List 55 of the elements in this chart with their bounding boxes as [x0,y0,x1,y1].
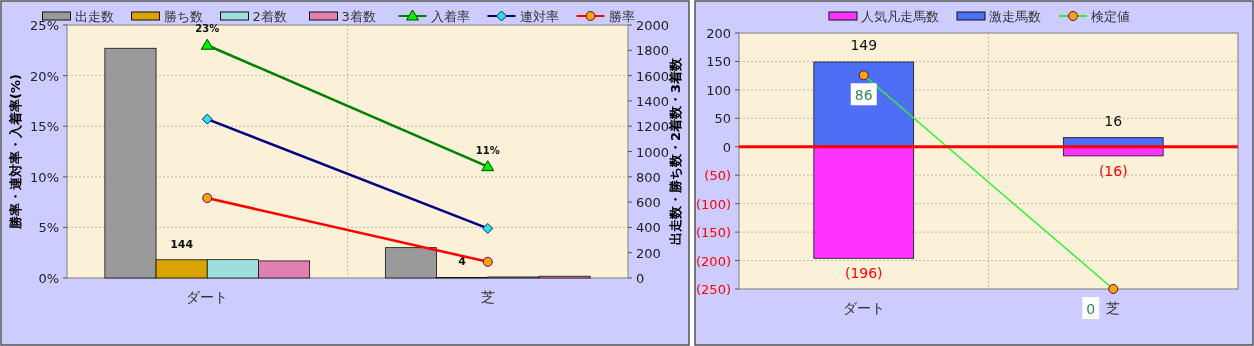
y-tick-label: 150 [706,54,731,70]
data-label: (196) [844,265,883,282]
y-tick-label: 50 [714,111,731,127]
y2-tick-label: 400 [636,220,661,236]
legend-label: 人気凡走馬数 [861,9,939,24]
x-tick-label: 芝 [1106,300,1121,316]
y2-tick-label: 1600 [636,68,670,84]
y-tick-label: 5% [38,220,59,236]
x-tick-label: ダート [842,300,885,316]
y-tick-label: 15% [30,119,59,135]
x-tick-label: ダート [186,289,229,305]
data-label: 11% [475,144,500,156]
y-tick-label: 25% [30,18,59,33]
data-label: (16) [1098,162,1128,179]
y2-axis-title: 出走数・勝ち数・2着数・3着数 [668,56,683,246]
legend-label: 出走数 [74,9,114,24]
data-label: 4 [458,255,467,269]
y2-tick-label: 200 [636,245,661,261]
y2-tick-label: 2000 [636,18,670,33]
bar [813,146,915,259]
y-tick-label: 10% [30,169,59,185]
y-axis-title: 勝率・連対率・入着率(%) [8,74,23,230]
legend-label: 勝率 [608,9,635,24]
y2-tick-label: 1400 [636,93,670,109]
y2-tick-label: 1000 [636,144,670,160]
data-label: 86 [854,87,873,104]
bar [813,61,915,148]
x-tick-label: 芝 [480,289,495,305]
legend-label: 2着数 [252,9,287,24]
legend-label: 3着数 [341,9,376,24]
y-tick-label: (200) [696,253,731,269]
y-tick-label: 100 [706,82,731,98]
data-label: 149 [850,37,878,54]
y-tick-label: 0% [38,271,59,286]
legend-label: 検定値 [1091,9,1130,24]
y2-tick-label: 1800 [636,43,670,59]
data-label: 16 [1104,112,1123,129]
legend-label: 勝ち数 [163,9,203,24]
y-tick-label: 20% [30,68,59,84]
data-label: 0 [1086,301,1096,317]
y-tick-label: (50) [704,168,731,184]
y-tick-label: 200 [706,26,731,41]
legend-label: 連対率 [519,9,559,24]
y-tick-label: 0 [722,139,731,155]
bar [1062,146,1164,157]
y-tick-label: (100) [696,196,731,212]
y-tick-label: (150) [696,225,731,241]
y2-tick-label: 0 [636,271,645,286]
data-label: 23% [195,23,220,35]
legend-label: 激走馬数 [989,9,1041,24]
y2-tick-label: 600 [636,195,661,211]
legend-label: 入着率 [430,9,470,24]
y2-tick-label: 800 [636,169,661,185]
y-tick-label: (250) [696,282,731,297]
data-label: 144 [170,237,194,251]
